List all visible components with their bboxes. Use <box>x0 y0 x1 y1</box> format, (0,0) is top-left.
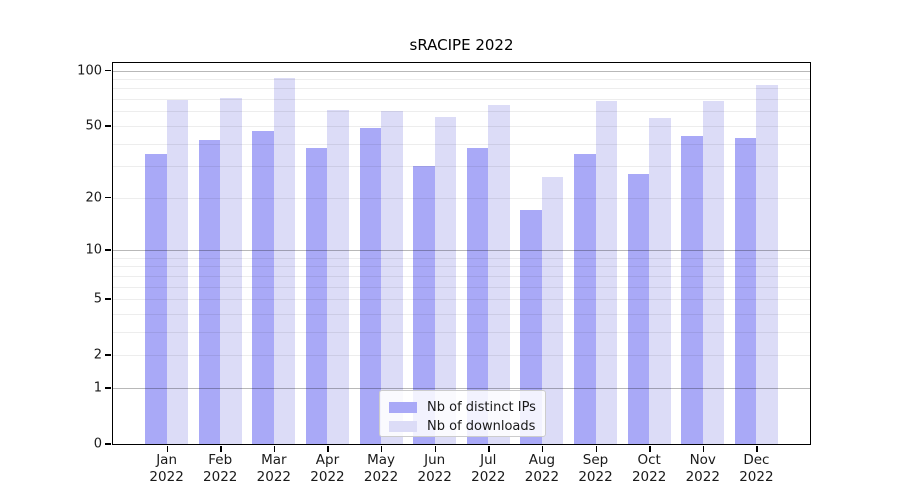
x-tick-nov <box>702 446 705 452</box>
y-label-50: 50 <box>85 118 102 134</box>
legend-label-downloads: Nb of downloads <box>427 419 536 434</box>
y-label-5: 5 <box>93 291 102 307</box>
plot-area: 0 1 2 5 10 20 50 100 Jan 2022 Feb 2022 Mar 2022 Apr 20… <box>77 62 811 485</box>
bar-distinct-ips-may <box>359 127 382 444</box>
bar-downloads-sep <box>595 101 618 444</box>
x-label-jun: Jun 2022 <box>417 452 452 485</box>
y-tick-0 <box>105 443 111 445</box>
y-label-10: 10 <box>85 242 102 258</box>
bar-downloads-oct <box>649 118 671 444</box>
x-label-feb: Feb 2022 <box>203 452 238 485</box>
chart-title: sRACIPE 2022 <box>409 36 514 54</box>
bar-downloads-aug <box>541 177 564 444</box>
gridline-10 <box>113 250 810 251</box>
legend-swatch-downloads <box>389 421 417 432</box>
bar-distinct-ips-sep <box>574 154 596 444</box>
bar-distinct-ips-feb <box>198 139 221 444</box>
y-tick-2 <box>105 354 111 356</box>
gridline-1 <box>113 387 810 389</box>
y-tick-50 <box>105 125 111 127</box>
y-label-20: 20 <box>85 190 102 206</box>
x-tick-jan <box>166 446 168 452</box>
legend: Nb of distinct IPs Nb of downloads <box>379 390 546 437</box>
bar-downloads-apr <box>327 110 349 444</box>
gridline-60 <box>113 111 810 113</box>
bar-downloads-dec <box>756 84 778 444</box>
x-tick-jul <box>488 446 490 452</box>
y-tick-20 <box>105 196 111 199</box>
y-tick-100 <box>105 69 111 72</box>
x-label-dec: Dec 2022 <box>739 452 774 485</box>
bar-distinct-ips-jul <box>466 147 489 444</box>
y-label-100: 100 <box>77 63 102 79</box>
bar-distinct-ips-aug <box>520 210 542 444</box>
y-label-2: 2 <box>93 347 102 363</box>
gridline-6 <box>113 286 810 288</box>
bar-distinct-ips-mar <box>252 130 274 444</box>
x-tick-apr <box>327 446 329 452</box>
bar-downloads-jul <box>488 105 510 444</box>
x-label-jul: Jul 2022 <box>471 452 506 485</box>
legend-entry-downloads: Nb of downloads <box>389 417 536 436</box>
y-label-1: 1 <box>93 380 102 396</box>
gridline-7 <box>113 275 810 277</box>
x-tick-may <box>381 446 383 452</box>
x-label-nov: Nov 2022 <box>685 452 720 485</box>
legend-label-distinct-ips: Nb of distinct IPs <box>427 400 536 415</box>
bar-downloads-mar <box>273 78 296 444</box>
y-tick-10 <box>105 249 111 251</box>
gridline-100 <box>113 70 810 72</box>
x-label-may: May 2022 <box>363 452 399 485</box>
gridline-9 <box>113 257 810 259</box>
bar-downloads-jun <box>434 116 457 444</box>
bar-distinct-ips-jun <box>413 166 435 444</box>
gridline-30 <box>113 166 810 168</box>
x-tick-aug <box>541 446 544 452</box>
x-tick-sep <box>595 446 597 452</box>
gridline-70 <box>113 99 810 101</box>
x-tick-dec <box>756 446 758 452</box>
x-tick-oct <box>649 446 651 452</box>
x-label-mar: Mar 2022 <box>256 452 292 485</box>
bar-distinct-ips-apr <box>305 147 328 444</box>
gridline-50 <box>113 125 810 127</box>
bar-downloads-jan <box>166 100 189 444</box>
gridline-4 <box>113 313 810 315</box>
gridline-3 <box>113 331 810 333</box>
legend-entry-distinct-ips: Nb of distinct IPs <box>389 398 536 417</box>
x-tick-jun <box>434 446 437 452</box>
y-tick-5 <box>105 298 111 300</box>
bar-downloads-nov <box>702 101 725 444</box>
x-label-jan: Jan 2022 <box>149 452 184 485</box>
bar-distinct-ips-dec <box>734 137 757 444</box>
gridline-20 <box>113 197 810 199</box>
bar-distinct-ips-nov <box>681 136 703 444</box>
gridline-8 <box>113 266 810 268</box>
gridline-40 <box>113 143 810 145</box>
gridline-5 <box>113 299 810 301</box>
bar-distinct-ips-oct <box>627 174 650 444</box>
legend-swatch-distinct-ips <box>389 402 417 413</box>
x-label-oct: Oct 2022 <box>631 452 667 485</box>
bar-downloads-may <box>381 111 403 444</box>
gridline-90 <box>113 79 810 81</box>
x-label-apr: Apr 2022 <box>310 452 345 485</box>
x-label-aug: Aug 2022 <box>524 452 560 485</box>
bar-downloads-feb <box>220 98 242 444</box>
y-label-0: 0 <box>93 436 102 452</box>
y-tick-1 <box>105 387 111 389</box>
x-tick-mar <box>273 446 276 452</box>
x-tick-feb <box>220 446 222 452</box>
bar-distinct-ips-jan <box>145 154 167 444</box>
gridline-80 <box>113 88 810 90</box>
gridline-2 <box>113 355 810 357</box>
x-label-sep: Sep 2022 <box>578 452 613 485</box>
